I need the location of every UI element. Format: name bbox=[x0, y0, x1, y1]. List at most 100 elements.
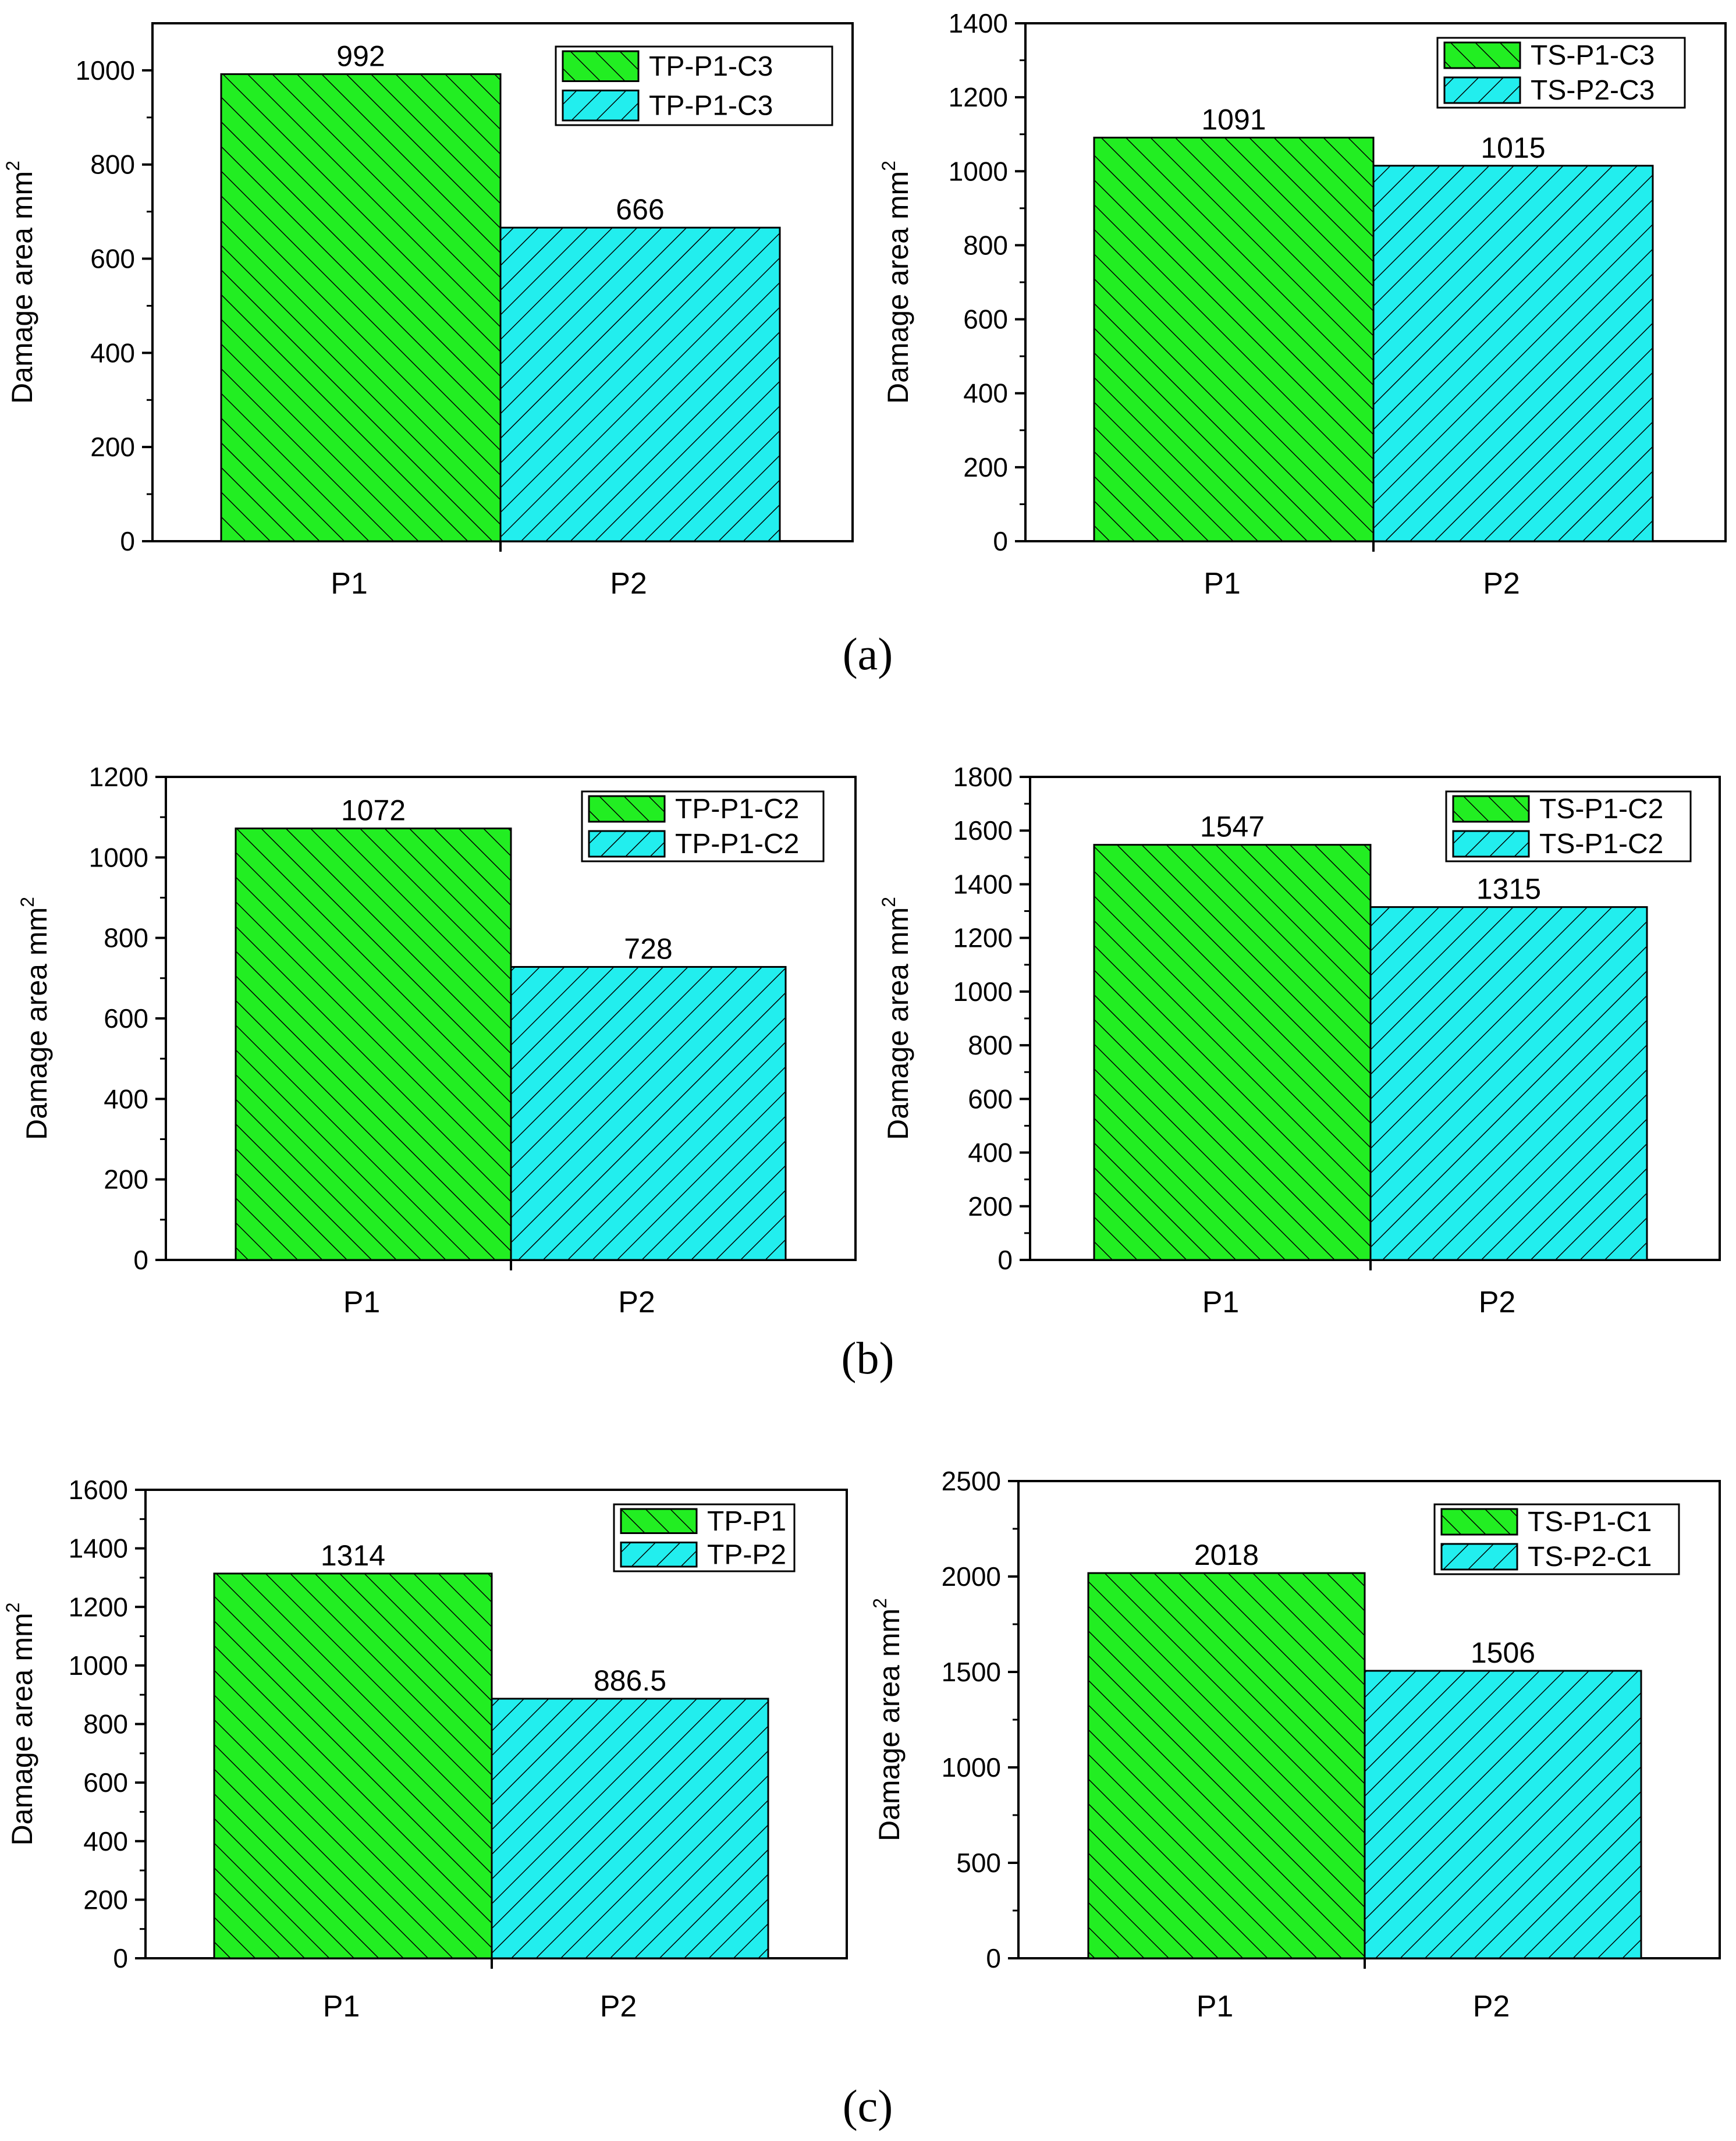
y-tick-label: 800 bbox=[104, 923, 148, 953]
bar-value-label: 1015 bbox=[1481, 132, 1545, 164]
y-tick-label: 800 bbox=[90, 150, 135, 180]
legend-entry-label: TP-P1-C3 bbox=[649, 90, 773, 121]
y-tick-label: 0 bbox=[133, 1245, 148, 1275]
y-axis-title-text: Damage area mm bbox=[882, 171, 914, 404]
caption-c: (c) bbox=[843, 2080, 893, 2131]
y-tick-label: 0 bbox=[997, 1245, 1013, 1275]
y-tick-label: 200 bbox=[90, 432, 135, 462]
y-tick-label: 200 bbox=[968, 1191, 1013, 1222]
legend-swatch bbox=[562, 50, 640, 82]
legend-entry-label: TS-P2-C1 bbox=[1528, 1542, 1652, 1572]
legend-swatch bbox=[620, 1508, 698, 1534]
bar-value-label: 1314 bbox=[321, 1539, 385, 1572]
y-tick-label: 1400 bbox=[949, 8, 1008, 38]
y-tick-label: 2000 bbox=[942, 1561, 1001, 1592]
bar-value-label: 1072 bbox=[341, 794, 406, 827]
y-tick-label: 600 bbox=[968, 1084, 1013, 1114]
legend-swatch bbox=[1452, 795, 1530, 823]
chart-c-left: 0 200 400 600 800 1000 1200 1400 1600 Damage area… bbox=[2, 1475, 848, 2023]
chart-b-right: 0 200 400 600 800 1000 1200 1400 1600 1800 Damage … bbox=[878, 762, 1721, 1319]
legend-swatch bbox=[1440, 1508, 1518, 1536]
bar-value-label: 728 bbox=[624, 932, 672, 965]
y-tick-label: 1200 bbox=[89, 762, 148, 792]
legend-swatch bbox=[620, 1542, 698, 1568]
bar-value-label: 666 bbox=[616, 193, 664, 226]
y-axis-title-superscript: 2 bbox=[869, 1598, 890, 1609]
legend-swatch bbox=[588, 795, 666, 823]
y-axis-title: Damage area mm2 bbox=[2, 1603, 38, 1846]
y-axis-title-text: Damage area mm bbox=[6, 171, 38, 404]
legend: TS-P1-C3 TS-P2-C3 bbox=[1436, 37, 1686, 109]
y-tick-label: 400 bbox=[90, 338, 135, 368]
legend-entry-label: TP-P1-C2 bbox=[675, 829, 799, 860]
y-axis-title: Damage area mm2 bbox=[878, 897, 914, 1140]
legend: TP-P1-C2 TP-P1-C2 bbox=[581, 790, 825, 862]
legend-swatch bbox=[1452, 830, 1530, 858]
category-label: P1 bbox=[343, 1286, 381, 1319]
bar-p2 bbox=[1369, 906, 1648, 1261]
y-axis-title-superscript: 2 bbox=[17, 897, 38, 907]
category-label: P2 bbox=[600, 1990, 637, 2023]
y-axis-title-text: Damage area mm bbox=[20, 907, 53, 1140]
y-tick-label: 600 bbox=[83, 1767, 128, 1798]
chart-c-right: 0 500 1000 1500 2000 2500 Damage area mm2 2018 P… bbox=[869, 1466, 1721, 2023]
legend-entry-label: TS-P1-C1 bbox=[1528, 1507, 1652, 1538]
bar-value-label: 1091 bbox=[1201, 103, 1266, 136]
category-label: P2 bbox=[1483, 567, 1520, 601]
y-axis-title-text: Damage area mm bbox=[873, 1609, 906, 1841]
bar-value-label: 886.5 bbox=[594, 1664, 666, 1697]
legend-swatch bbox=[562, 90, 640, 122]
legend-swatch bbox=[1443, 76, 1521, 104]
y-tick-label: 1000 bbox=[942, 1752, 1001, 1783]
y-tick-label: 500 bbox=[956, 1848, 1001, 1878]
legend-entry-label: TS-P2-C3 bbox=[1531, 75, 1655, 106]
y-tick-label: 800 bbox=[83, 1709, 128, 1739]
category-label: P1 bbox=[1202, 1286, 1240, 1319]
legend-entry-label: TS-P1-C2 bbox=[1539, 829, 1663, 860]
bar-p2 bbox=[510, 965, 787, 1261]
category-label: P2 bbox=[610, 567, 647, 601]
y-tick-label: 1000 bbox=[949, 156, 1008, 186]
y-axis-title-text: Damage area mm bbox=[882, 907, 914, 1140]
legend-entry-label: TS-P1-C3 bbox=[1531, 40, 1655, 71]
bar-value-label: 1315 bbox=[1476, 873, 1541, 906]
y-tick-label: 0 bbox=[120, 526, 135, 556]
y-tick-label: 1600 bbox=[953, 815, 1013, 846]
bar-p1 bbox=[213, 1572, 493, 1959]
y-tick-label: 1600 bbox=[69, 1475, 128, 1505]
y-tick-label: 400 bbox=[963, 378, 1008, 409]
y-tick-label: 800 bbox=[968, 1030, 1013, 1060]
y-tick-label: 1000 bbox=[69, 1650, 128, 1681]
y-axis-title: Damage area mm2 bbox=[869, 1598, 906, 1841]
y-axis-title-superscript: 2 bbox=[878, 897, 899, 907]
category-label: P1 bbox=[323, 1990, 360, 2023]
y-tick-label: 1000 bbox=[76, 55, 135, 86]
y-tick-label: 1500 bbox=[942, 1657, 1001, 1687]
y-tick-label: 400 bbox=[968, 1138, 1013, 1168]
category-label: P1 bbox=[331, 567, 368, 601]
y-axis-title-text: Damage area mm bbox=[6, 1613, 38, 1845]
y-tick-label: 200 bbox=[83, 1884, 128, 1915]
category-label: P2 bbox=[1479, 1286, 1516, 1319]
y-axis-title: Damage area mm2 bbox=[878, 161, 914, 404]
y-tick-label: 2500 bbox=[942, 1466, 1001, 1496]
y-axis-title: Damage area mm2 bbox=[2, 161, 38, 404]
y-tick-label: 1200 bbox=[949, 82, 1008, 112]
category-label: P1 bbox=[1204, 567, 1241, 601]
y-tick-label: 1000 bbox=[953, 977, 1013, 1007]
y-tick-label: 1800 bbox=[953, 762, 1013, 792]
y-tick-label: 0 bbox=[993, 526, 1008, 556]
bar-value-label: 1547 bbox=[1200, 811, 1265, 843]
bar-p2 bbox=[1364, 1670, 1642, 1959]
bar-p2 bbox=[499, 226, 781, 542]
legend-swatch bbox=[1443, 41, 1521, 69]
bar-p2 bbox=[1372, 165, 1654, 542]
legend-entry-label: TP-P1 bbox=[707, 1506, 786, 1537]
legend-entry-label: TP-P1-C2 bbox=[675, 794, 799, 825]
legend-entry-label: TP-P2 bbox=[707, 1539, 786, 1570]
category-label: P2 bbox=[618, 1286, 655, 1319]
legend-swatch bbox=[1440, 1543, 1518, 1571]
